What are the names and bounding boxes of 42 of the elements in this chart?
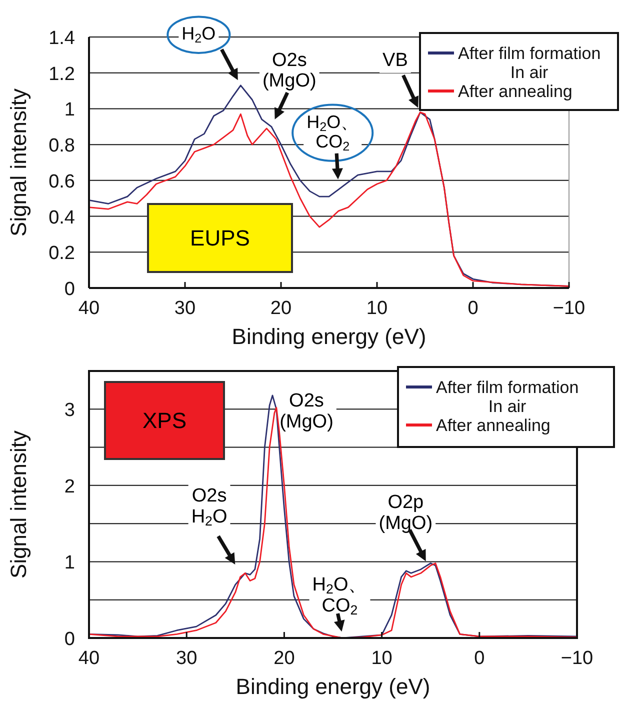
legend-label: After annealing bbox=[436, 416, 550, 435]
x-tick-label: 0 bbox=[468, 298, 478, 319]
y-tick-label: 3 bbox=[64, 400, 75, 422]
annotation: XPS bbox=[142, 408, 187, 434]
y-tick-label: 1 bbox=[64, 552, 75, 574]
legend-label: After annealing bbox=[458, 82, 572, 101]
x-tick-label: 40 bbox=[78, 648, 100, 669]
y-tick-label: 0.4 bbox=[48, 207, 76, 228]
annotation: H$_{2}$O bbox=[182, 24, 216, 46]
y-tick-label: 1.2 bbox=[48, 64, 75, 85]
y-tick-label: 2 bbox=[64, 476, 75, 498]
y-tick-label: 1.4 bbox=[48, 28, 76, 49]
legend-label: After film formation In air bbox=[458, 44, 601, 82]
y-axis-title: Signal intensity bbox=[6, 88, 31, 236]
x-tick-label: −10 bbox=[560, 648, 594, 669]
y-tick-label: 1 bbox=[64, 100, 75, 121]
x-tick-label: 10 bbox=[366, 298, 388, 319]
x-tick-label: −10 bbox=[552, 298, 586, 319]
x-axis-title: Binding energy (eV) bbox=[236, 674, 430, 699]
x-tick-label: 30 bbox=[174, 298, 196, 319]
y-tick-label: 0.2 bbox=[48, 243, 75, 264]
annotation: O2s H$_{2}$O bbox=[191, 485, 228, 529]
y-tick-label: 0 bbox=[64, 629, 75, 650]
legend-label: After film formation In air bbox=[436, 378, 579, 416]
annotation: VB bbox=[382, 50, 408, 71]
y-axis-title: Signal intensity bbox=[6, 430, 31, 578]
annotation: O2p (MgO) bbox=[378, 492, 433, 534]
annotation: EUPS bbox=[190, 226, 250, 251]
y-tick-label: 0.6 bbox=[48, 171, 75, 192]
annotation: O2s (MgO) bbox=[262, 50, 316, 92]
annotation: H$_{2}$O、 CO$_{2}$ bbox=[306, 112, 359, 154]
annotation: O2s (MgO) bbox=[280, 390, 334, 433]
x-tick-label: 0 bbox=[474, 648, 485, 669]
annotation: H$_{2}$O、 CO$_{2}$ bbox=[312, 574, 368, 618]
x-tick-label: 10 bbox=[371, 648, 392, 669]
x-tick-label: 20 bbox=[270, 298, 292, 319]
x-tick-label: 20 bbox=[274, 648, 295, 669]
x-axis-title: Binding energy (eV) bbox=[232, 324, 426, 349]
x-tick-label: 40 bbox=[78, 298, 100, 319]
x-tick-label: 30 bbox=[176, 648, 198, 669]
y-tick-label: 0.8 bbox=[48, 136, 75, 157]
y-tick-label: 0 bbox=[64, 279, 75, 300]
